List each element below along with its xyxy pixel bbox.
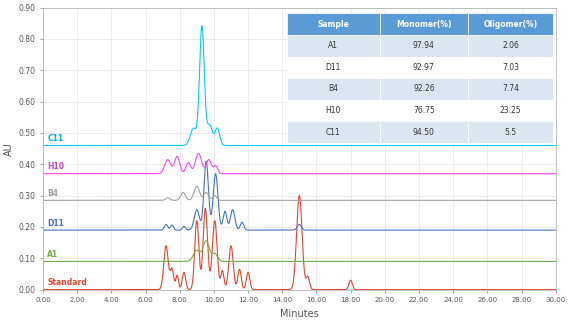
Text: H10: H10 [47,162,64,171]
Text: B4: B4 [47,189,58,198]
Text: C11: C11 [47,134,63,143]
Text: Standard: Standard [47,278,87,287]
Text: A1: A1 [47,250,58,259]
Text: D11: D11 [47,219,64,228]
Y-axis label: AU: AU [4,142,14,156]
X-axis label: Minutes: Minutes [280,309,319,319]
